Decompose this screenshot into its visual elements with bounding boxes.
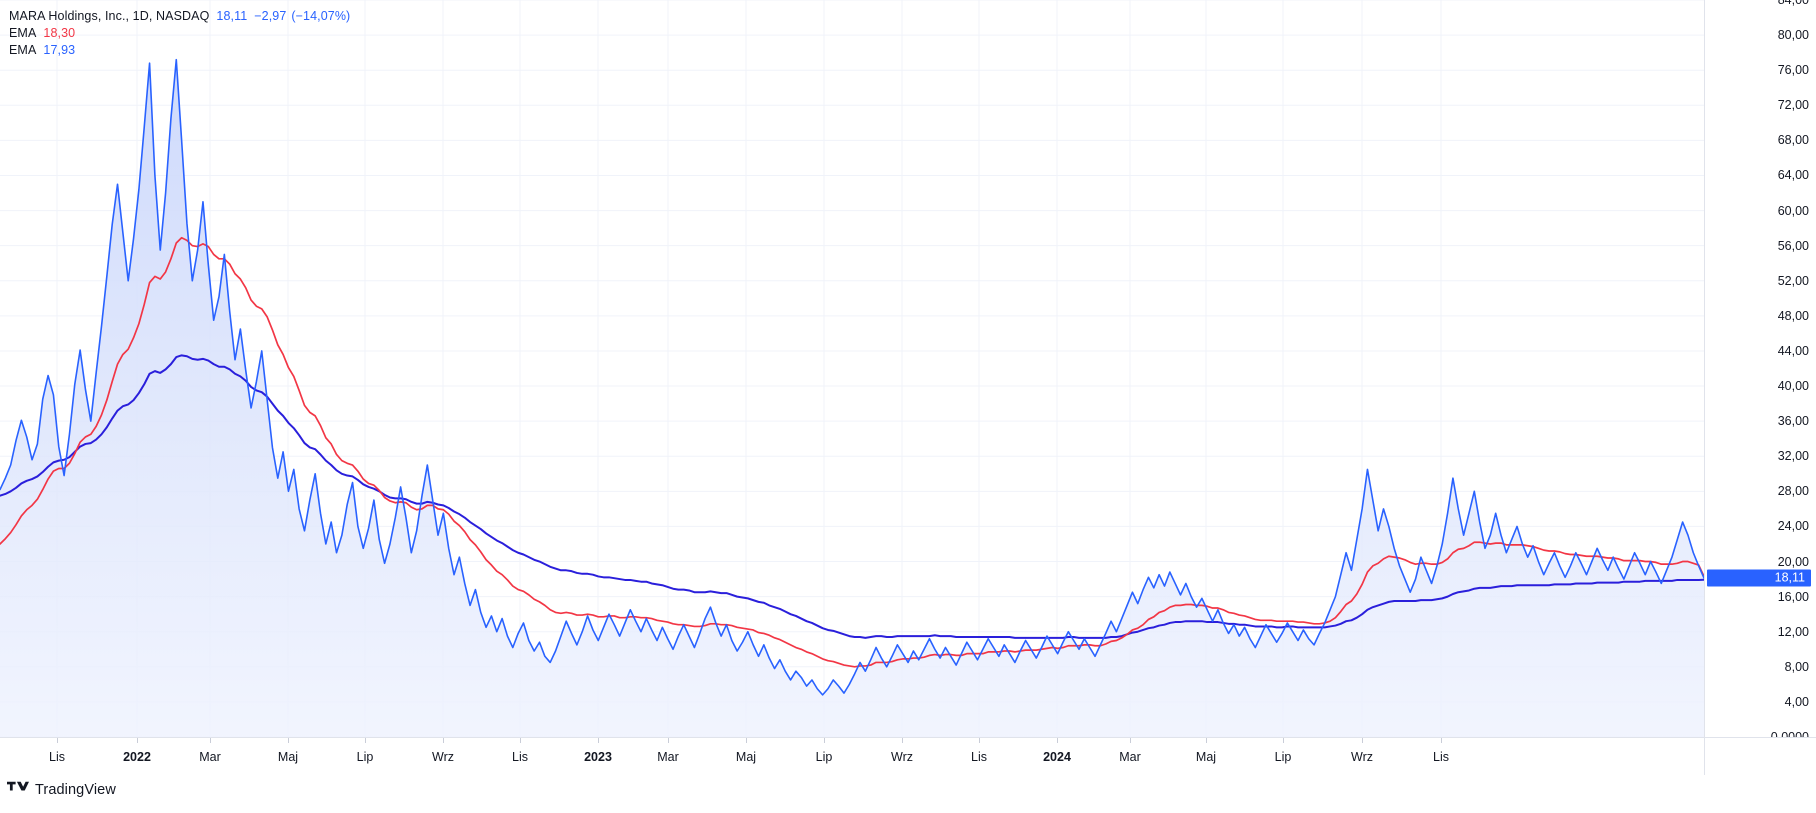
time-axis-notch bbox=[668, 738, 669, 743]
price-axis-tick: 80,00 bbox=[1777, 28, 1809, 43]
tradingview-brand[interactable]: TradingView bbox=[7, 780, 116, 800]
price-axis-tick: 84,00 bbox=[1777, 0, 1809, 7]
time-axis-tick: Wrz bbox=[432, 750, 454, 764]
price-axis-tick: 4,00 bbox=[1784, 694, 1809, 709]
ema-slow-line bbox=[0, 354, 1704, 639]
time-axis-notch bbox=[365, 738, 366, 743]
time-axis-notch bbox=[979, 738, 980, 743]
time-axis-tick: Lip bbox=[1274, 750, 1292, 764]
change-absolute: −2,97 bbox=[254, 9, 287, 23]
time-axis[interactable]: Lis 2022 Mar Maj Lip Wrz Lis 2023 Mar Maj Lip Wrz Li… bbox=[0, 737, 1704, 775]
price-axis-tick: 12,00 bbox=[1777, 624, 1809, 639]
price-axis-tick: 72,00 bbox=[1777, 98, 1809, 113]
time-axis-tick: Mar bbox=[199, 750, 221, 764]
legend-ema-fast-row[interactable]: EMA 18,30 bbox=[9, 25, 350, 42]
last-price-value: 18,11 bbox=[216, 9, 248, 23]
time-axis-notch bbox=[137, 738, 138, 743]
chart-canvas[interactable] bbox=[0, 0, 1704, 737]
price-axis-tick: 32,00 bbox=[1777, 449, 1809, 464]
price-area-fill bbox=[0, 59, 1704, 737]
chart-plot-area[interactable] bbox=[0, 0, 1704, 737]
price-axis-tick: 16,00 bbox=[1777, 589, 1809, 604]
price-axis-tick: 52,00 bbox=[1777, 273, 1809, 288]
time-axis-notch bbox=[1362, 738, 1363, 743]
time-axis-tick: Mar bbox=[657, 750, 679, 764]
price-line bbox=[0, 58, 1704, 696]
price-axis-tick: 36,00 bbox=[1777, 414, 1809, 429]
price-axis-tick: 20,00 bbox=[1777, 554, 1809, 569]
price-axis-tick: 28,00 bbox=[1777, 484, 1809, 499]
ema-fast-label: EMA bbox=[9, 26, 37, 40]
price-axis-tick: 64,00 bbox=[1777, 168, 1809, 183]
tradingview-logo-icon bbox=[7, 780, 29, 800]
time-axis-tick: Maj bbox=[735, 750, 757, 764]
time-axis-tick: 2024 bbox=[1043, 750, 1071, 764]
time-axis-tick: Lip bbox=[815, 750, 833, 764]
current-price-badge[interactable]: 18,11 bbox=[1707, 569, 1811, 587]
time-axis-notch bbox=[1206, 738, 1207, 743]
price-axis[interactable]: 0,00004,008,0012,0016,0020,0024,0028,003… bbox=[1704, 0, 1816, 744]
time-axis-tick: Lis bbox=[1433, 750, 1449, 764]
legend-symbol-row[interactable]: MARA Holdings, Inc., 1D, NASDAQ 18,11 −2,9… bbox=[9, 8, 350, 25]
price-axis-tick: 40,00 bbox=[1777, 379, 1809, 394]
chart-legend[interactable]: MARA Holdings, Inc., 1D, NASDAQ 18,11 −2,9… bbox=[9, 8, 350, 59]
time-axis-notch bbox=[1441, 738, 1442, 743]
time-axis-notch bbox=[210, 738, 211, 743]
footer-bar: TradingView bbox=[0, 775, 1816, 813]
price-axis-tick: 8,00 bbox=[1784, 659, 1809, 674]
time-axis-tick: Lip bbox=[356, 750, 374, 764]
ema-fast-value: 18,30 bbox=[43, 26, 76, 40]
time-axis-tick: Lis bbox=[512, 750, 528, 764]
price-axis-tick: 76,00 bbox=[1777, 63, 1809, 78]
time-axis-corner bbox=[1704, 737, 1816, 775]
time-axis-tick: Wrz bbox=[1351, 750, 1373, 764]
time-axis-tick: Maj bbox=[277, 750, 299, 764]
time-axis-notch bbox=[1057, 738, 1058, 743]
time-axis-notch bbox=[443, 738, 444, 743]
time-axis-tick: Wrz bbox=[891, 750, 913, 764]
time-axis-notch bbox=[598, 738, 599, 743]
time-axis-notch bbox=[746, 738, 747, 743]
time-axis-tick: Lis bbox=[49, 750, 65, 764]
tradingview-brand-text: TradingView bbox=[35, 782, 116, 798]
price-axis-tick: 68,00 bbox=[1777, 133, 1809, 148]
time-axis-notch bbox=[824, 738, 825, 743]
price-axis-tick: 44,00 bbox=[1777, 343, 1809, 358]
time-axis-notch bbox=[57, 738, 58, 743]
time-axis-notch bbox=[1130, 738, 1131, 743]
ema-slow-label: EMA bbox=[9, 43, 37, 57]
ema-slow-value: 17,93 bbox=[43, 43, 76, 57]
time-axis-notch bbox=[902, 738, 903, 743]
price-axis-tick: 60,00 bbox=[1777, 203, 1809, 218]
symbol-title: MARA Holdings, Inc., 1D, NASDAQ bbox=[9, 9, 210, 23]
price-axis-tick: 56,00 bbox=[1777, 238, 1809, 253]
change-percent: (−14,07%) bbox=[291, 9, 351, 23]
time-axis-tick: 2023 bbox=[584, 750, 612, 764]
time-axis-notch bbox=[1283, 738, 1284, 743]
time-axis-notch bbox=[288, 738, 289, 743]
price-axis-tick: 24,00 bbox=[1777, 519, 1809, 534]
time-axis-tick: Lis bbox=[971, 750, 987, 764]
time-axis-tick: Mar bbox=[1119, 750, 1141, 764]
time-axis-tick: 2022 bbox=[123, 750, 151, 764]
time-axis-tick: Maj bbox=[1195, 750, 1217, 764]
time-axis-notch bbox=[520, 738, 521, 743]
price-axis-tick: 48,00 bbox=[1777, 308, 1809, 323]
legend-ema-slow-row[interactable]: EMA 17,93 bbox=[9, 42, 350, 59]
